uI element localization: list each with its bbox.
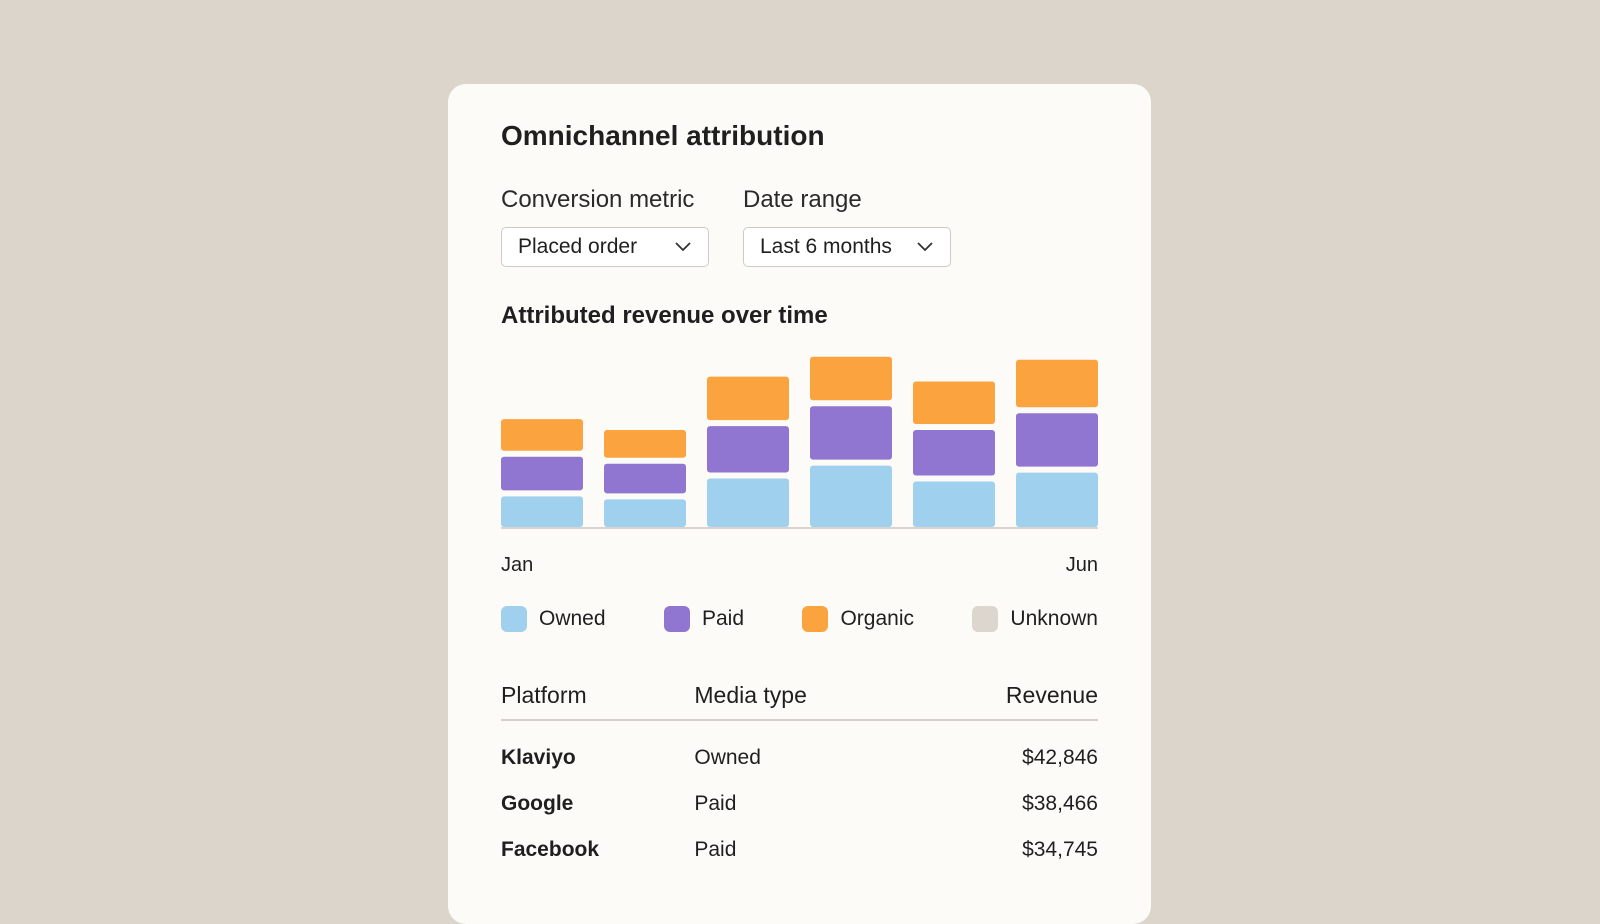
bar-segment-owned-feb	[604, 499, 686, 527]
bar-segment-paid-feb	[604, 463, 686, 494]
legend-label: Organic	[840, 607, 914, 630]
x-tick-label: Jun	[1065, 554, 1098, 576]
bar-segment-paid-jun	[1016, 413, 1098, 467]
revenue-table: Platform Media type Revenue Klaviyo Owne…	[501, 682, 1098, 873]
table-row: Klaviyo Owned $42,846	[501, 720, 1098, 781]
legend-item-organic: Organic	[802, 606, 914, 632]
conversion-metric-value: Placed order	[518, 235, 638, 258]
legend-item-unknown: Unknown	[972, 606, 1098, 632]
attribution-card: Omnichannel attribution Conversion metri…	[448, 84, 1151, 924]
chart-title: Attributed revenue over time	[501, 302, 828, 329]
chart-legend: Owned Paid Organic Unknown	[501, 606, 1098, 632]
revenue-cell: $42,846	[1022, 746, 1098, 769]
conversion-metric-dropdown[interactable]: Placed order	[501, 227, 709, 267]
platform-cell: Google	[501, 792, 574, 815]
legend-item-owned: Owned	[501, 606, 606, 632]
legend-item-paid: Paid	[663, 606, 745, 632]
table-row: Google Paid $38,466	[501, 781, 1098, 827]
legend-swatch	[501, 606, 527, 632]
column-header-revenue: Revenue	[916, 682, 1098, 721]
legend-swatch	[802, 606, 829, 632]
bar-segment-owned-jan	[501, 496, 583, 527]
bar-segment-owned-jun	[1016, 472, 1098, 527]
bar-segment-organic-jun	[1016, 359, 1098, 408]
media-type-cell: Paid	[694, 838, 737, 861]
column-header-platform: Platform	[501, 682, 695, 721]
revenue-cell: $38,466	[1022, 792, 1098, 815]
media-type-cell: Paid	[694, 792, 737, 815]
legend-label: Paid	[701, 607, 745, 630]
legend-label: Owned	[539, 607, 606, 630]
bar-segment-organic-feb	[604, 430, 686, 458]
stacked-bar-chart	[501, 356, 1098, 529]
chevron-down-icon	[917, 242, 933, 252]
card-title: Omnichannel attribution	[501, 120, 825, 151]
bar-segment-organic-apr	[810, 356, 892, 401]
x-tick-label: Jan	[501, 554, 534, 576]
legend-swatch	[972, 606, 999, 632]
table-row: Facebook Paid $34,745	[501, 827, 1098, 873]
legend-label: Unknown	[1010, 607, 1098, 630]
platform-cell: Klaviyo	[501, 746, 576, 769]
media-type-cell: Owned	[694, 746, 761, 769]
column-header-media-type: Media type	[694, 682, 917, 721]
bar-segment-paid-jan	[501, 456, 583, 491]
date-range-value: Last 6 months	[760, 235, 892, 258]
revenue-cell: $34,745	[1022, 838, 1098, 861]
bar-segment-owned-mar	[707, 478, 789, 527]
chevron-down-icon	[675, 242, 691, 252]
bar-segment-organic-may	[913, 381, 995, 425]
bar-segment-paid-apr	[810, 406, 892, 460]
bar-segment-paid-may	[913, 430, 995, 476]
bar-segment-owned-apr	[810, 465, 892, 527]
date-range-label: Date range	[743, 186, 862, 213]
legend-swatch	[663, 606, 690, 632]
bar-segment-owned-may	[913, 481, 995, 527]
table-header: Platform Media type Revenue	[501, 682, 1098, 721]
bar-segment-organic-mar	[707, 376, 789, 421]
conversion-metric-label: Conversion metric	[501, 186, 695, 213]
bar-segment-paid-mar	[707, 426, 789, 473]
date-range-dropdown[interactable]: Last 6 months	[743, 227, 951, 267]
bar-segment-organic-jan	[501, 419, 583, 451]
platform-cell: Facebook	[501, 838, 600, 861]
